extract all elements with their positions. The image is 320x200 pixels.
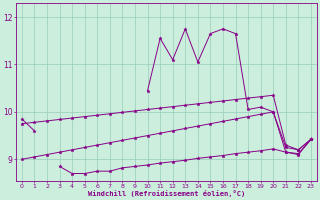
X-axis label: Windchill (Refroidissement éolien,°C): Windchill (Refroidissement éolien,°C) <box>88 190 245 197</box>
